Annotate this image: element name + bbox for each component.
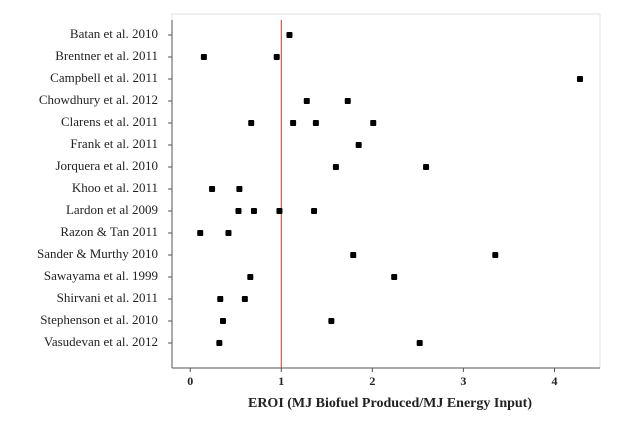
y-tick-label: Jorquera et al. 2010 xyxy=(55,158,158,173)
dot xyxy=(416,340,423,346)
y-tick-label: Brentner et al. 2011 xyxy=(55,48,158,63)
dot xyxy=(344,98,351,104)
x-tick-label: 2 xyxy=(369,374,375,388)
dot xyxy=(217,296,224,302)
dot xyxy=(303,98,310,104)
dot xyxy=(576,76,583,82)
dot xyxy=(276,208,283,214)
y-tick-label: Stephenson et al. 2010 xyxy=(40,312,158,327)
dot xyxy=(241,296,248,302)
dot xyxy=(328,318,335,324)
x-tick-label: 3 xyxy=(460,374,466,388)
y-tick-label: Chowdhury et al. 2012 xyxy=(39,92,158,107)
dot xyxy=(355,142,362,148)
dot xyxy=(248,120,255,126)
dot xyxy=(286,32,293,38)
dot xyxy=(391,274,398,280)
y-tick-label: Sawayama et al. 1999 xyxy=(44,268,158,283)
x-tick-label: 4 xyxy=(551,374,557,388)
dot xyxy=(370,120,377,126)
plot-frame xyxy=(171,13,601,369)
dot xyxy=(290,120,297,126)
dot xyxy=(216,340,223,346)
y-tick-label: Sander & Murthy 2010 xyxy=(37,246,158,261)
y-tick-label: Clarens et al. 2011 xyxy=(61,114,158,129)
dot xyxy=(312,120,319,126)
dot xyxy=(219,318,226,324)
y-tick-label: Batan et al. 2010 xyxy=(70,26,158,41)
dot xyxy=(273,54,280,60)
x-tick-label: 1 xyxy=(278,374,284,388)
dot xyxy=(311,208,318,214)
y-tick-label: Frank et al. 2011 xyxy=(70,136,158,151)
y-tick-label: Lardon et al 2009 xyxy=(66,202,158,217)
x-axis-title: EROI (MJ Biofuel Produced/MJ Energy Inpu… xyxy=(248,396,532,411)
dot xyxy=(492,252,499,258)
dot xyxy=(332,164,339,170)
x-tick-label: 0 xyxy=(187,374,193,388)
y-tick-label: Campbell et al. 2011 xyxy=(50,70,158,85)
dot xyxy=(200,54,207,60)
dot xyxy=(225,230,232,236)
dot xyxy=(209,186,216,192)
y-tick-label: Razon & Tan 2011 xyxy=(60,224,158,239)
dot xyxy=(247,274,254,280)
dot xyxy=(250,208,257,214)
dot xyxy=(235,208,242,214)
dot xyxy=(423,164,430,170)
y-tick-label: Vasudevan et al. 2012 xyxy=(44,334,158,349)
y-tick-label: Khoo et al. 2011 xyxy=(72,180,158,195)
dot xyxy=(350,252,357,258)
dot xyxy=(236,186,243,192)
y-tick-label: Shirvani et al. 2011 xyxy=(57,290,158,305)
dot xyxy=(197,230,204,236)
